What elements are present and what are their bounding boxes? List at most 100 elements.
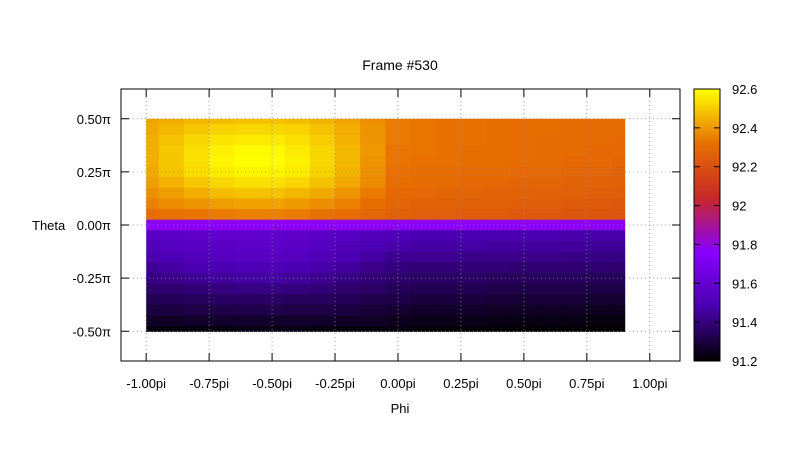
heatmap-cell [234, 124, 261, 136]
heatmap-cell [234, 198, 261, 210]
heatmap-cell [586, 325, 613, 332]
heatmap-cell [335, 230, 361, 242]
heatmap-cell [612, 283, 626, 295]
heatmap-cell [435, 198, 462, 210]
heatmap-cell [284, 251, 311, 263]
heatmap-cell [146, 166, 160, 178]
heatmap-cell [158, 262, 185, 274]
heatmap-cell [561, 240, 588, 253]
heatmap-cell [335, 294, 361, 306]
heatmap-cell [183, 209, 210, 221]
heatmap-cell [511, 166, 538, 178]
heatmap-cell [360, 240, 386, 253]
heatmap-cell [158, 198, 185, 210]
heatmap-cell [435, 262, 462, 274]
heatmap-cell [146, 219, 160, 231]
heatmap-cell [335, 251, 361, 263]
heatmap-cell [183, 145, 210, 157]
heatmap-cell [183, 294, 210, 306]
heatmap-cell [435, 166, 462, 178]
heatmap-cell [536, 240, 563, 253]
heatmap-cell [309, 240, 336, 253]
heatmap-cell [309, 315, 336, 327]
heatmap-cell [335, 145, 361, 157]
heatmap-cell [234, 262, 261, 274]
heatmap-cell [511, 134, 538, 146]
heatmap-cell [146, 134, 160, 146]
heatmap-cell [561, 118, 588, 125]
heatmap-cell [435, 155, 462, 168]
heatmap-cell [309, 166, 336, 178]
heatmap-cell [158, 118, 185, 125]
heatmap-cell [536, 145, 563, 157]
heatmap-cell [158, 272, 185, 285]
heatmap-cell [146, 262, 160, 274]
heatmap-cell [259, 262, 286, 274]
heatmap-cell [284, 155, 311, 168]
heatmap-cell [284, 118, 311, 125]
heatmap-cell [309, 219, 336, 231]
heatmap-cell [209, 177, 235, 189]
heatmap-cell [146, 209, 160, 221]
heatmap-cell [259, 134, 286, 146]
heatmap-cell [234, 230, 261, 242]
heatmap-cell [435, 325, 462, 332]
heatmap-cell [460, 155, 487, 168]
heatmap-cell [234, 219, 261, 231]
heatmap-cell [146, 315, 160, 327]
heatmap-cell [183, 262, 210, 274]
x-tick-label: 0.00pi [380, 376, 416, 391]
heatmap-cell [435, 177, 462, 189]
heatmap-cell [234, 294, 261, 306]
heatmap-cell [410, 283, 437, 295]
heatmap-cell [435, 118, 462, 125]
heatmap-cell [435, 219, 462, 231]
heatmap-cell [360, 187, 386, 200]
x-tick-label: 0.25pi [443, 376, 479, 391]
heatmap-cell [536, 304, 563, 316]
heatmap-cell [360, 251, 386, 263]
heatmap-cell [435, 304, 462, 316]
x-tick-label: -0.25pi [315, 376, 355, 391]
heatmap-cell [612, 187, 626, 200]
heatmap-cell [146, 155, 160, 168]
heatmap-cell [360, 177, 386, 189]
heatmap-cell [410, 166, 437, 178]
heatmap-cell [146, 118, 160, 125]
heatmap-cell [410, 209, 437, 221]
heatmap-cell [259, 240, 286, 253]
heatmap-cell [284, 124, 311, 136]
x-axis-label: Phi [391, 401, 410, 416]
heatmap-cell [410, 134, 437, 146]
heatmap-cell [586, 118, 613, 125]
heatmap-cell [183, 177, 210, 189]
heatmap-cell [284, 304, 311, 316]
heatmap-cell [486, 145, 512, 157]
heatmap-cell [586, 134, 613, 146]
heatmap-cell [335, 283, 361, 295]
colorbar: 92.6 92.4 92.2 92 91.8 91.6 91.4 91.2 [693, 82, 757, 369]
heatmap-cell [410, 294, 437, 306]
x-tick-label: -0.50pi [252, 376, 292, 391]
heatmap-cell [234, 272, 261, 285]
heatmap-cell [309, 272, 336, 285]
heatmap-cell [612, 166, 626, 178]
heatmap-cell [561, 315, 588, 327]
heatmap-cell [511, 294, 538, 306]
heatmap-cell [335, 177, 361, 189]
heatmap-cell [435, 209, 462, 221]
heatmap-cell [561, 155, 588, 168]
heatmap-cell [612, 209, 626, 221]
heatmap-cell [612, 124, 626, 136]
heatmap-cell [183, 240, 210, 253]
heatmap-cell [410, 187, 437, 200]
heatmap-cell [486, 283, 512, 295]
heatmap-cell [612, 325, 626, 332]
heatmap-cell [360, 134, 386, 146]
heatmap-cell [309, 145, 336, 157]
heatmap-cell [309, 124, 336, 136]
heatmap-cell [586, 272, 613, 285]
heatmap-cell [335, 187, 361, 200]
heatmap-cell [209, 198, 235, 210]
